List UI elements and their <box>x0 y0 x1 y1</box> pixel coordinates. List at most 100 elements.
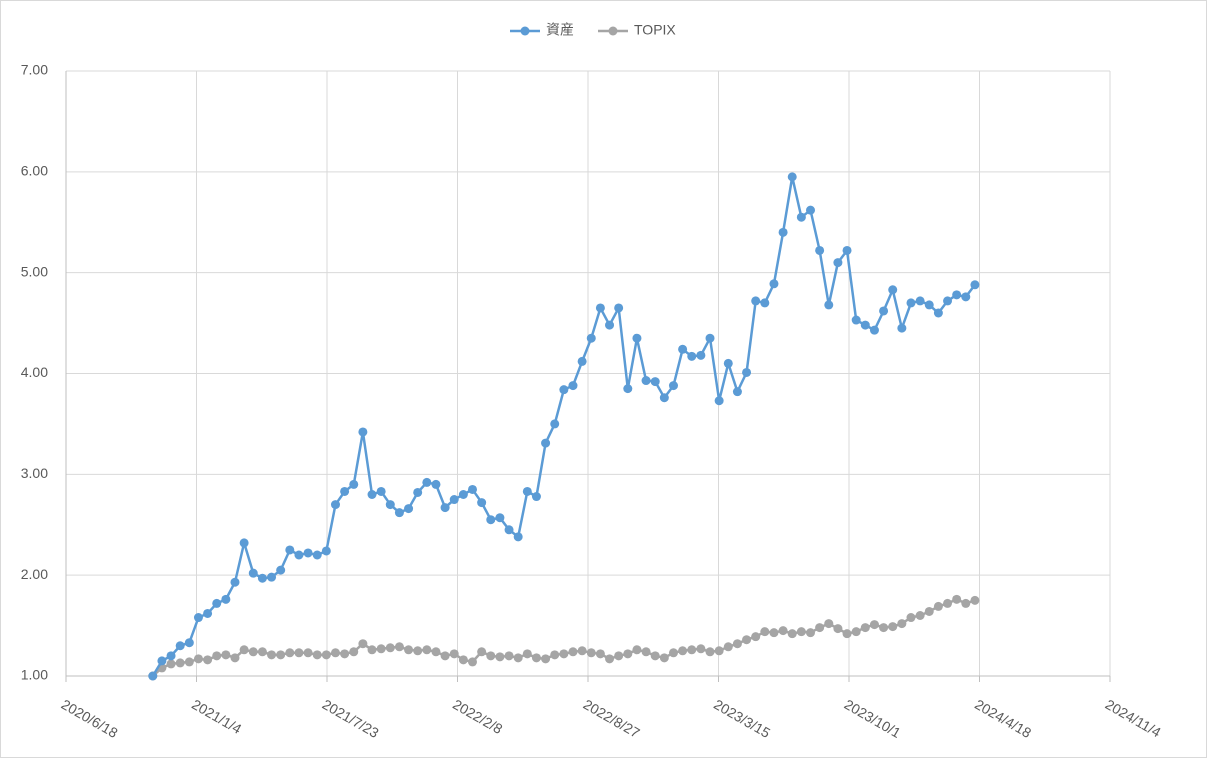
data-point <box>632 333 642 343</box>
data-point <box>559 649 569 659</box>
data-point <box>687 351 697 361</box>
data-point <box>449 649 459 659</box>
data-point <box>477 498 487 508</box>
data-point <box>723 358 733 368</box>
data-point <box>796 212 806 222</box>
data-point <box>422 645 432 655</box>
data-point <box>294 648 304 658</box>
data-point <box>531 492 541 502</box>
data-point <box>230 653 240 663</box>
data-point <box>952 594 962 604</box>
data-point <box>404 645 414 655</box>
data-point <box>668 648 678 658</box>
data-point <box>897 323 907 333</box>
data-point <box>833 258 843 268</box>
data-point <box>614 303 624 313</box>
data-point <box>449 495 459 505</box>
data-point <box>367 490 377 499</box>
data-point <box>212 598 222 608</box>
legend-label: TOPIX <box>634 22 676 38</box>
data-point <box>212 651 222 661</box>
data-point <box>193 613 203 623</box>
data-point <box>760 627 770 637</box>
data-point <box>440 503 450 513</box>
data-point <box>851 315 861 325</box>
data-point <box>486 515 496 525</box>
data-point <box>203 655 213 665</box>
data-point <box>787 172 797 182</box>
data-point <box>586 648 596 658</box>
data-point <box>504 525 514 535</box>
data-point <box>504 651 514 661</box>
data-point <box>897 619 907 629</box>
data-point <box>833 624 843 634</box>
data-point <box>522 649 532 659</box>
data-point <box>184 657 194 667</box>
data-point <box>623 649 633 659</box>
data-point <box>385 643 395 653</box>
data-point <box>650 377 660 387</box>
data-point <box>732 639 742 649</box>
data-point <box>961 598 971 608</box>
data-point <box>531 653 541 663</box>
data-point <box>650 651 660 661</box>
data-point <box>924 300 934 310</box>
data-point <box>276 650 286 660</box>
data-point <box>376 486 386 496</box>
data-point <box>641 647 651 657</box>
data-point <box>860 623 870 633</box>
data-point <box>860 320 870 330</box>
data-point <box>486 651 496 661</box>
legend-label: 資産 <box>546 22 574 38</box>
data-point <box>230 577 240 587</box>
data-point <box>806 628 816 638</box>
data-point <box>641 376 651 386</box>
y-tick-label: 3.00 <box>21 465 48 481</box>
data-point <box>550 650 560 660</box>
data-point <box>175 658 185 668</box>
data-point <box>166 651 176 661</box>
data-point <box>815 245 825 255</box>
data-point <box>796 627 806 637</box>
data-point <box>614 651 624 661</box>
data-point <box>321 650 331 660</box>
data-point <box>970 280 980 290</box>
data-point <box>778 626 788 636</box>
data-point <box>723 642 733 652</box>
data-point <box>687 645 697 655</box>
data-point <box>933 601 943 611</box>
data-point <box>358 639 368 649</box>
data-point <box>632 645 642 655</box>
data-point <box>842 245 852 255</box>
data-point <box>879 306 889 316</box>
data-point <box>276 565 286 575</box>
data-point <box>367 645 377 655</box>
data-point <box>751 296 761 306</box>
data-point <box>577 646 587 656</box>
data-point <box>970 595 980 605</box>
data-point <box>495 652 505 662</box>
data-point <box>769 628 779 638</box>
data-point <box>248 647 258 657</box>
data-point <box>678 646 688 656</box>
data-point <box>778 227 788 237</box>
data-point <box>595 303 605 313</box>
y-tick-label: 5.00 <box>21 263 48 279</box>
data-point <box>394 642 404 652</box>
data-point <box>696 644 706 654</box>
data-point <box>869 620 879 630</box>
data-point <box>751 632 761 642</box>
data-point <box>376 644 386 654</box>
data-point <box>879 623 889 633</box>
data-point <box>541 438 551 448</box>
y-tick-label: 2.00 <box>21 566 48 582</box>
data-point <box>577 356 587 366</box>
legend-marker <box>608 26 618 36</box>
data-point <box>705 647 715 657</box>
data-point <box>869 325 879 335</box>
data-point <box>559 385 569 395</box>
data-point <box>696 350 706 360</box>
data-point <box>760 298 770 308</box>
data-point <box>203 608 213 618</box>
